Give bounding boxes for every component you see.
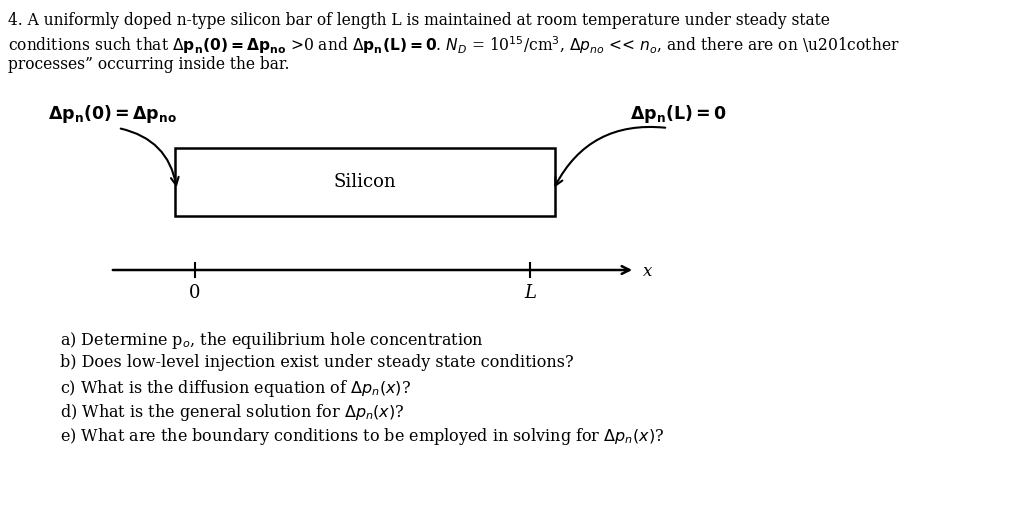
Text: processes” occurring inside the bar.: processes” occurring inside the bar. [8,56,290,73]
Text: d) What is the general solution for $\Delta p_n(x)$?: d) What is the general solution for $\De… [60,402,404,423]
Bar [175,148,555,216]
Text: x: x [643,264,652,280]
Text: $\bf{\Delta p_n(L)=0}$: $\bf{\Delta p_n(L)=0}$ [630,103,727,125]
Text: c) What is the diffusion equation of $\Delta p_n(x)$?: c) What is the diffusion equation of $\D… [60,378,411,399]
Text: 4. A uniformly doped n-type silicon bar of length L is maintained at room temper: 4. A uniformly doped n-type silicon bar … [8,12,829,29]
Text: conditions such that $\Delta \mathbf{p_n(0)= \Delta p_{no}}$ >0 and $\Delta \mat: conditions such that $\Delta \mathbf{p_n… [8,34,900,56]
Text: 0: 0 [189,284,201,302]
Text: e) What are the boundary conditions to be employed in solving for $\Delta p_n(x): e) What are the boundary conditions to b… [60,426,665,447]
Text: $\bf{\Delta p_n(0)= \Delta p_{no}}$: $\bf{\Delta p_n(0)= \Delta p_{no}}$ [48,103,177,125]
FancyArrowPatch shape [555,127,666,186]
Text: b) Does low-level injection exist under steady state conditions?: b) Does low-level injection exist under … [60,354,573,371]
Text: Silicon: Silicon [334,173,396,191]
Text: L: L [524,284,536,302]
Text: a) Determine p$_o$, the equilibrium hole concentration: a) Determine p$_o$, the equilibrium hole… [60,330,484,351]
FancyArrowPatch shape [121,128,178,185]
